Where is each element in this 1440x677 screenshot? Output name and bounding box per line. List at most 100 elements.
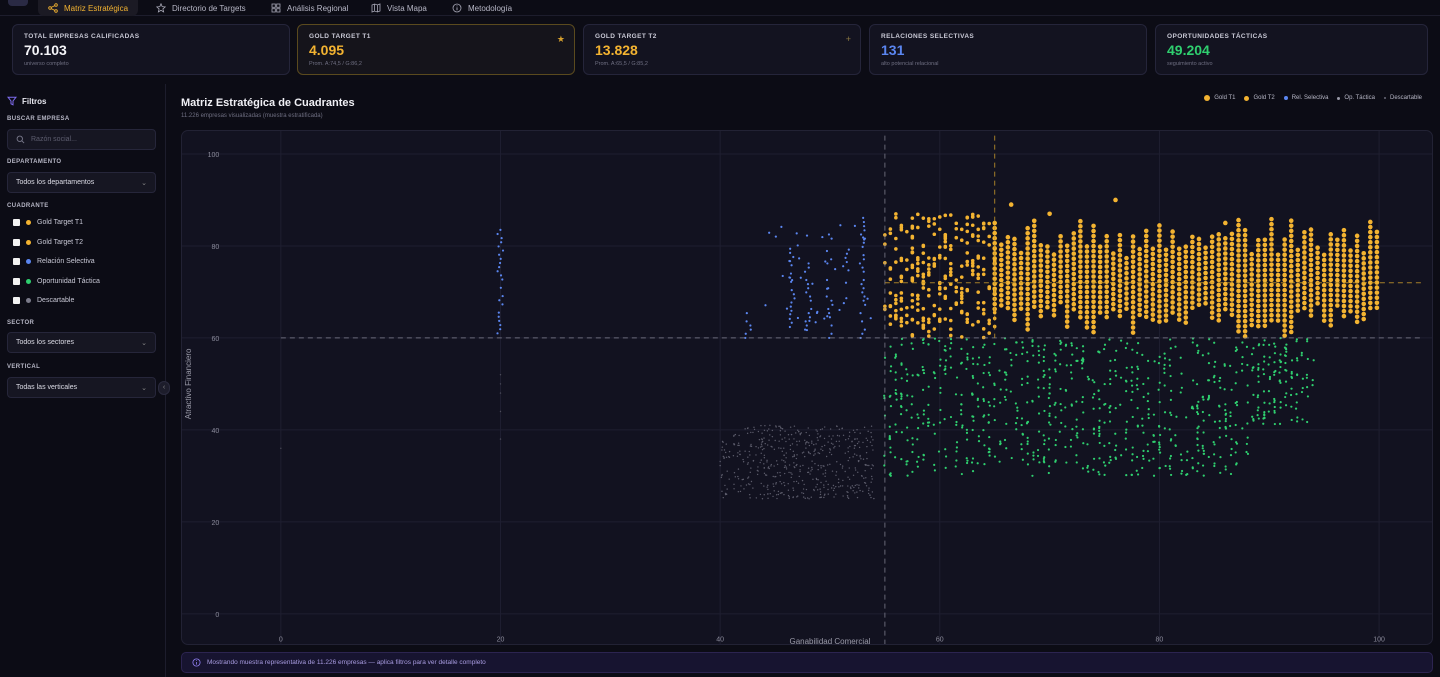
- point-gold-t2: [987, 318, 992, 323]
- vertical-select[interactable]: Todas las verticales ⌄: [7, 377, 156, 398]
- point-descartable: [742, 461, 745, 463]
- legend-item-rel-selectiva[interactable]: Rel. Selectiva: [1283, 95, 1328, 101]
- point-gold-t1: [1262, 252, 1268, 258]
- point-gold-t1: [1183, 274, 1189, 280]
- legend-item-gold-t1[interactable]: Gold T1: [1204, 95, 1235, 101]
- sector-select[interactable]: Todos los sectores ⌄: [7, 332, 156, 353]
- point-op-tactica: [922, 337, 925, 341]
- point-op-tactica: [1296, 420, 1299, 423]
- point-op-tactica: [1059, 342, 1062, 345]
- legend-item-op-tactica[interactable]: Op. Táctica: [1337, 95, 1375, 101]
- checkbox[interactable]: [13, 239, 20, 246]
- point-gold-t1: [1354, 248, 1360, 254]
- point-op-tactica: [1064, 344, 1067, 347]
- point-gold-t1: [1209, 269, 1215, 275]
- point-rel-selectiva: [828, 316, 832, 319]
- company-search-input[interactable]: Razón social...: [7, 129, 156, 150]
- point-descartable: [766, 430, 769, 432]
- sidebar-collapse-button[interactable]: ‹: [158, 381, 170, 395]
- tab-vista-mapa[interactable]: Vista Mapa: [361, 0, 437, 16]
- point-gold-t2: [987, 221, 992, 226]
- point-descartable: [847, 491, 849, 494]
- point-descartable: [852, 490, 854, 492]
- kpi-gold-target-t1[interactable]: GOLD TARGET T1 4.095 Prom. A:74,5 / G:86…: [297, 24, 575, 75]
- point-gold-t1: [992, 291, 998, 297]
- tab-label: Metodología: [468, 3, 513, 13]
- quadrant-checkbox-gold-t1[interactable]: Gold Target T1: [13, 219, 83, 226]
- point-descartable: [865, 452, 868, 454]
- point-gold-t1: [1288, 319, 1294, 325]
- point-gold-t2: [888, 231, 893, 236]
- point-descartable: [738, 434, 740, 437]
- checkbox[interactable]: [13, 258, 20, 265]
- point-gold-t1: [1229, 277, 1235, 282]
- point-op-tactica: [1054, 416, 1057, 419]
- kpi-gold-target-t2[interactable]: GOLD TARGET T2 13.828 Prom. A:65,5 / G:8…: [583, 24, 861, 75]
- point-op-tactica: [977, 405, 980, 408]
- point-gold-t1: [1242, 293, 1248, 299]
- point-op-tactica: [937, 450, 941, 453]
- legend-item-descartable[interactable]: Descartable: [1383, 95, 1422, 101]
- kpi-relaciones-selectivas[interactable]: RELACIONES SELECTIVAS 131 alto potencial…: [869, 24, 1147, 75]
- tab-metodologia[interactable]: Metodología: [442, 0, 522, 16]
- quadrant-checkbox-gold-t2[interactable]: Gold Target T2: [13, 239, 83, 246]
- point-op-tactica: [1014, 421, 1018, 425]
- point-gold-t1: [1084, 309, 1090, 315]
- point-gold-t1: [1078, 249, 1083, 254]
- point-gold-t1: [1249, 272, 1254, 277]
- point-gold-t2: [932, 256, 937, 261]
- checkbox[interactable]: [13, 297, 20, 304]
- point-gold-t1: [1308, 303, 1314, 308]
- point-descartable: [746, 432, 749, 435]
- point-gold-t1: [1361, 256, 1367, 261]
- point-gold-t1: [1236, 268, 1241, 273]
- point-gold-t1: [1078, 244, 1083, 249]
- checkbox[interactable]: [13, 278, 20, 285]
- point-descartable: [742, 478, 745, 481]
- point-op-tactica: [1234, 451, 1237, 454]
- point-gold-t1: [1150, 281, 1156, 287]
- point-gold-t1: [1341, 253, 1347, 258]
- point-op-tactica: [1141, 353, 1144, 356]
- point-descartable: [830, 438, 833, 440]
- point-descartable: [829, 451, 831, 454]
- quadrant-checkbox-descartable[interactable]: Descartable: [13, 297, 74, 304]
- point-gold-t1: [1302, 295, 1307, 301]
- point-gold-t2: [970, 223, 975, 228]
- scatter-plot-panel[interactable]: 0 20 40 60 80 100 0 20 40 60 80 100 Ganabilidad Come…: [181, 130, 1433, 645]
- quadrant-label: Relación Selectiva: [37, 258, 95, 265]
- point-gold-t1: [1163, 272, 1169, 278]
- point-op-tactica: [933, 372, 936, 375]
- point-op-tactica: [1279, 406, 1282, 409]
- point-op-tactica: [955, 376, 959, 379]
- point-gold-t1: [1124, 286, 1129, 291]
- tab-matriz-estrategica[interactable]: Matriz Estratégica: [38, 0, 139, 16]
- point-op-tactica: [1267, 390, 1271, 393]
- point-op-tactica: [1141, 466, 1144, 470]
- point-gold-t1: [1348, 268, 1353, 274]
- tab-analisis-regional[interactable]: Análisis Regional: [261, 0, 358, 16]
- legend-item-gold-t2[interactable]: Gold T2: [1244, 95, 1275, 101]
- point-descartable: [737, 452, 739, 454]
- point-op-tactica: [1042, 355, 1045, 359]
- department-select[interactable]: Todos los departamentos ⌄: [7, 172, 156, 193]
- point-descartable: [757, 447, 760, 449]
- point-descartable: [737, 444, 739, 447]
- quadrant-checkbox-relacion-selectiva[interactable]: Relación Selectiva: [13, 258, 95, 265]
- point-descartable: [827, 464, 829, 466]
- point-op-tactica: [1054, 438, 1057, 442]
- point-op-tactica: [1136, 365, 1139, 368]
- tab-directorio-targets[interactable]: Directorio de Targets: [146, 0, 256, 16]
- point-descartable: [741, 478, 743, 481]
- point-gold-t2: [905, 229, 909, 234]
- kpi-oportunidades-tacticas[interactable]: OPORTUNIDADES TÁCTICAS 49.204 seguimient…: [1155, 24, 1428, 75]
- point-gold-t2: [959, 227, 964, 232]
- point-op-tactica: [1069, 445, 1073, 448]
- point-descartable: [868, 487, 870, 489]
- quadrant-checkbox-oportunidad-tactica[interactable]: Oportunidad Táctica: [13, 278, 100, 285]
- point-gold-t1: [1025, 230, 1030, 236]
- checkbox[interactable]: [13, 219, 20, 226]
- point-gold-t2: [921, 323, 926, 328]
- point-op-tactica: [1064, 445, 1067, 449]
